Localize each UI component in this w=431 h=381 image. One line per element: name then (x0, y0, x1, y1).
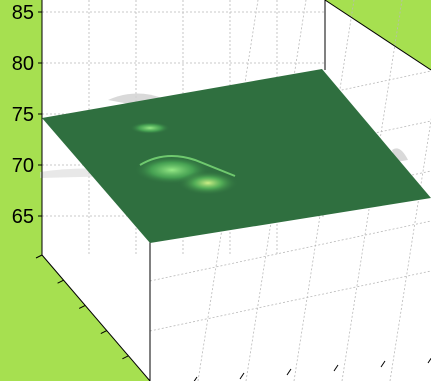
surface-fold (139, 155, 236, 177)
y-tick-mark (333, 364, 339, 372)
surface-bump-glow (130, 122, 170, 134)
z-tick-label: 80 (12, 53, 34, 75)
y-tick-mark (193, 376, 198, 381)
y-tick-mark (286, 368, 292, 376)
x-axis-ticks (35, 254, 150, 381)
z-tick-labels: 65 70 75 80 85 (12, 2, 42, 228)
x-tick-mark (57, 279, 64, 284)
y-tick-mark (427, 357, 431, 364)
z-tick-label: 65 (12, 206, 34, 228)
top-right-edge (324, 0, 431, 71)
x-tick-mark (35, 254, 43, 259)
x-tick-mark (122, 355, 129, 360)
surface-dip (178, 171, 238, 195)
y-tick-mark (239, 372, 245, 380)
z-tick-label: 85 (12, 2, 34, 24)
z-tick-label: 70 (12, 155, 34, 177)
x-tick-mark (78, 304, 86, 309)
z-tick-label: 75 (12, 104, 34, 126)
x-axis-line (41, 254, 151, 381)
surface-plane (42, 69, 431, 243)
x-tick-mark (100, 330, 108, 335)
y-tick-mark (380, 360, 386, 368)
y-axis-ticks (193, 357, 431, 381)
